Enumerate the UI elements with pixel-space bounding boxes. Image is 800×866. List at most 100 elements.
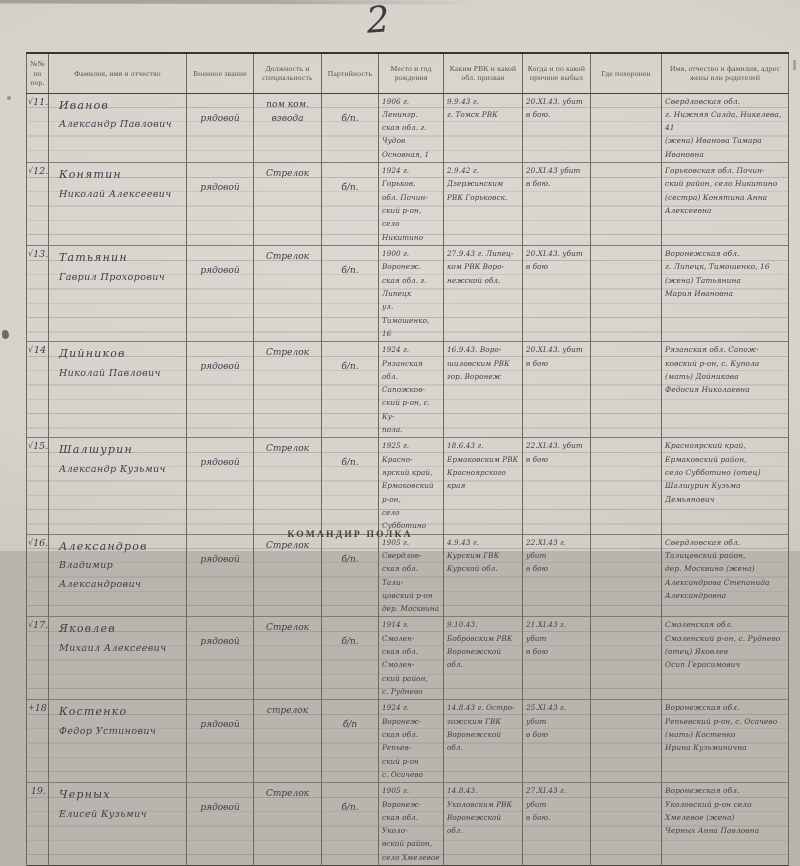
table-row: √ 11. Иванов Александр Павлович рядовой п…	[26, 92, 789, 163]
cell-position: Стрелок	[253, 245, 322, 342]
check-mark: √	[28, 345, 34, 355]
col-header-buried: Где похоронен	[590, 53, 662, 94]
cell-birth: 1924 г. Горьков. обл. Почин- ский р-он, …	[378, 162, 444, 246]
cell-party: б/п.	[321, 245, 379, 342]
cell-buried	[590, 782, 662, 866]
cell-name: Александров Владимир Александрович	[48, 533, 187, 617]
cell-birth: 1905 г. Свердлов- ская обл. Тали- цовски…	[378, 533, 444, 617]
cell-fate: 25.XI.43 г. убит в бою	[522, 699, 591, 783]
cell-position: Стрелок	[253, 437, 322, 535]
cell-rvk: 14.8.43. Уколовским РВК Воронежской обл.	[443, 782, 523, 866]
check-mark: √	[28, 166, 34, 176]
cell-rank: рядовой	[186, 162, 254, 246]
cell-position: Стрелок	[253, 341, 322, 438]
col-header-position: Должность и специальность	[253, 53, 322, 94]
cell-birth: 1905 г. Воронеж- ская обл. Уколо- вский …	[378, 782, 444, 866]
cell-name: Костенко Федор Устинович	[48, 699, 187, 783]
cell-rank: рядовой	[186, 245, 254, 342]
col-header-fate: Когда и по какой причине выбыл	[522, 53, 591, 94]
col-header-rank: Военное звание	[186, 53, 254, 94]
cell-rank: рядовой	[186, 437, 254, 535]
cell-fate: 20.XI.43. убит в бою.	[522, 92, 591, 163]
cell-rvk: 18.6.43 г. Ермаковским РВК Красноярского…	[443, 437, 523, 535]
row-number: √ 12.	[26, 162, 49, 246]
check-mark: √	[28, 249, 34, 259]
ink-speck	[793, 60, 796, 70]
col-header-party: Партийность	[321, 53, 379, 94]
cell-position: Стрелок	[253, 162, 322, 246]
cell-buried	[590, 699, 662, 783]
cell-party: б/п	[321, 699, 379, 783]
cell-name: Конятин Николай Алексеевич	[48, 162, 187, 246]
cell-relatives: Свердловская обл. г. Нижняя Салда, Никел…	[661, 92, 789, 163]
cell-fate: 27.XI.43 г. убит в бою.	[522, 782, 591, 866]
table-row: √ 16. Александров Владимир Александрович …	[26, 533, 789, 617]
col-header-relatives: Имя, отчество и фамилия, адрес жены или …	[661, 53, 789, 94]
cell-relatives: Воронежская обл. Репьевский р-он, с. Оса…	[661, 699, 789, 783]
cell-party: б/п.	[321, 782, 379, 866]
cell-rank: рядовой	[186, 341, 254, 438]
ink-speck	[2, 330, 9, 339]
cell-fate: 21.XI.43 г. убит в бою	[522, 616, 591, 700]
row-number: +18	[26, 699, 49, 783]
check-mark: √	[28, 537, 34, 547]
casualty-list-table: №№ по пор. Фамилия, имя и отчество Военн…	[26, 52, 789, 866]
cell-buried	[590, 533, 662, 617]
scan-edge-smudge	[0, 0, 481, 5]
cell-name: Дийников Николай Павлович	[48, 341, 187, 438]
cell-buried	[590, 616, 662, 700]
cell-relatives: Рязанская обл. Сапож- ковский р-он, с. К…	[661, 341, 789, 438]
cell-position: стрелок	[253, 699, 322, 783]
row-number: √ 11.	[26, 92, 49, 163]
cell-position: Стрелок	[253, 782, 322, 866]
col-header-rvk: Каким РВК и какой обл. призван	[443, 53, 523, 94]
cell-party: б/п.	[321, 533, 379, 617]
cell-birth: 1906 г. Ленингр. ская обл. г. Чудов Осно…	[378, 92, 444, 163]
cell-birth: 1924 г. Рязанская обл. Сапожков- ский р-…	[378, 341, 444, 438]
table-row: √ 14 Дийников Николай Павлович рядовой Ст…	[26, 341, 789, 438]
cell-relatives: Смоленская обл. Смоленский р-он, с. Рудн…	[661, 616, 789, 700]
cell-name: Черных Елисей Кузьмич	[48, 782, 187, 866]
cell-buried	[590, 341, 662, 438]
row-number: √ 16.	[26, 533, 49, 617]
cell-fate: 22.XI.43. убит в бою	[522, 437, 591, 535]
cell-position: Стрелок	[253, 533, 322, 617]
cell-rvk: 16.9.43. Воро- шиловским РВК гор. Вороне…	[443, 341, 523, 438]
footer-caption: КОМАНДИР ПОЛКА	[287, 530, 413, 540]
cell-fate: 20.XI.43 убит в бою.	[522, 162, 591, 246]
cell-relatives: Свердловская обл. Талицевский район, дер…	[661, 533, 789, 617]
row-number: 19.	[26, 782, 49, 866]
cell-fate: 22.XI.43 г. убит в бою	[522, 533, 591, 617]
cell-buried	[590, 92, 662, 163]
cell-birth: 1900 г. Воронеж. ская обл. г. Липецк ул.…	[378, 245, 444, 342]
cell-rank: рядовой	[186, 533, 254, 617]
table-row: 19. Черных Елисей Кузьмич рядовой Стрело…	[26, 782, 789, 866]
row-number: √ 17.	[26, 616, 49, 700]
cell-buried	[590, 162, 662, 246]
cell-party: б/п.	[321, 162, 379, 246]
ink-speck	[7, 96, 11, 100]
cell-name: Шалшурин Александр Кузьмич	[48, 437, 187, 535]
cell-rvk: 9.10.43. Бобровским РВК Воронежской обл.	[443, 616, 523, 700]
cell-rvk: 2.9.42 г. Дзержинским РВК Горьковск.	[443, 162, 523, 246]
check-mark: +	[28, 703, 35, 713]
col-header-number: №№ по пор.	[26, 53, 49, 94]
row-number: √ 13.	[26, 245, 49, 342]
cell-party: б/п.	[321, 616, 379, 700]
cell-rank: рядовой	[186, 616, 254, 700]
cell-rvk: 14.8.43 г. Остро- гожским ГВК Воронежско…	[443, 699, 523, 783]
cell-rank: рядовой	[186, 782, 254, 866]
cell-rvk: 4.9.43 г. Курским ГВК Курской обл.	[443, 533, 523, 617]
cell-party: б/п.	[321, 341, 379, 438]
table-row: √ 17. Яковлев Михаил Алексеевич рядовой С…	[26, 616, 789, 700]
check-mark: √	[28, 96, 34, 106]
cell-position: Стрелок	[253, 616, 322, 700]
cell-buried	[590, 437, 662, 535]
row-number: √ 15.	[26, 437, 49, 535]
cell-fate: 20.XI.43. убит в бою	[522, 341, 591, 438]
row-number: √ 14	[26, 341, 49, 438]
cell-name: Татьянин Гаврил Прохорович	[48, 245, 187, 342]
col-header-birth: Место и год рождения	[378, 53, 444, 94]
cell-name: Иванов Александр Павлович	[48, 92, 187, 163]
